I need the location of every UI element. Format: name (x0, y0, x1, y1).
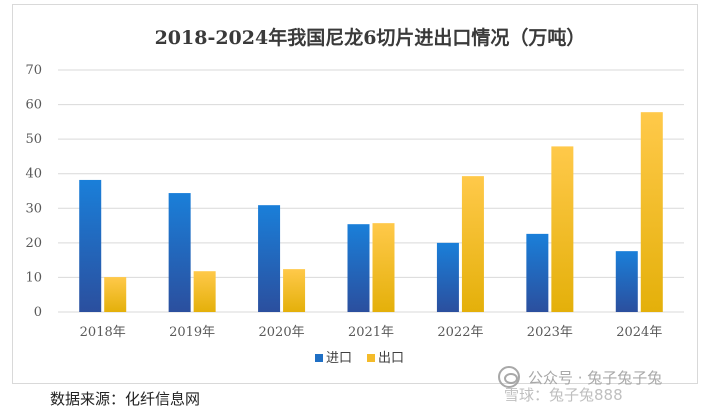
x-tick-label: 2022年 (437, 325, 483, 340)
bar-import (436, 242, 459, 312)
watermark-line1: 公众号 · 兔子兔子兔 (528, 368, 663, 387)
y-tick-label: 10 (25, 270, 42, 285)
x-tick-label: 2018年 (80, 325, 126, 340)
x-tick-label: 2019年 (169, 325, 215, 340)
bar-export (104, 277, 127, 312)
chart-title: 2018-2024年我国尼龙6切片进出口情况（万吨） (155, 26, 586, 49)
chart-frame (12, 4, 698, 384)
bar-import (258, 205, 281, 312)
y-tick-label: 20 (25, 236, 42, 251)
bar-export (461, 176, 484, 312)
bar-import (526, 233, 549, 312)
legend-label: 出口 (378, 351, 404, 366)
legend-swatch (315, 354, 323, 362)
watermark-line2: 雪球：兔子兔888 (504, 386, 623, 404)
x-tick-label: 2020年 (259, 325, 305, 340)
y-tick-label: 0 (34, 305, 42, 320)
x-tick-label: 2021年 (348, 325, 394, 340)
bar-import (168, 193, 191, 312)
y-tick-label: 40 (25, 167, 42, 182)
y-tick-label: 60 (25, 98, 42, 113)
bar-import (347, 224, 370, 312)
y-tick-label: 30 (25, 201, 42, 216)
legend-label: 进口 (326, 351, 352, 366)
bar-import (615, 251, 638, 312)
bar-import (79, 179, 102, 312)
bar-export (283, 269, 306, 312)
x-tick-label: 2024年 (616, 325, 662, 340)
wechat-icon (498, 366, 520, 388)
watermark: 公众号 · 兔子兔子兔 (498, 366, 662, 388)
bar-export (640, 112, 663, 312)
y-tick-label: 50 (25, 132, 42, 147)
x-tick-label: 2023年 (527, 325, 573, 340)
bar-export (372, 223, 395, 312)
y-tick-label: 70 (25, 63, 42, 78)
bar-export (551, 146, 574, 312)
source-note: 数据来源：化纤信息网 (50, 390, 201, 408)
legend-swatch (367, 354, 375, 362)
bar-export (193, 271, 216, 312)
